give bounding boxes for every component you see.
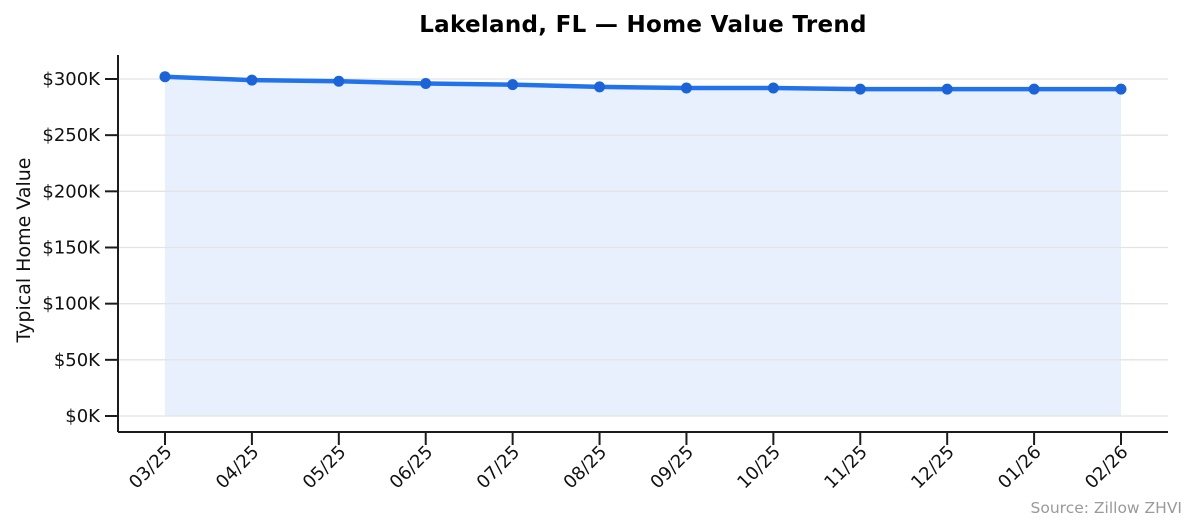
data-point [420, 77, 432, 89]
data-point [1115, 83, 1127, 95]
x-tick-label: 04/25 [212, 442, 264, 494]
data-point [507, 79, 519, 91]
x-tick-label: 09/25 [646, 442, 698, 494]
trend-line [162, 74, 1124, 92]
x-tick-label: 02/26 [1081, 442, 1133, 494]
y-tick-label: $300K [42, 69, 101, 90]
chart-title: Lakeland, FL — Home Value Trend [419, 12, 867, 38]
data-point [854, 83, 866, 95]
x-tick-label: 08/25 [560, 442, 612, 494]
x-tick-label: 01/26 [994, 442, 1046, 494]
x-tick-label: 07/25 [473, 442, 525, 494]
x-tick-label: 11/25 [820, 442, 872, 494]
x-tick-label: 05/25 [299, 442, 351, 494]
data-point [941, 83, 953, 95]
y-tick-label: $50K [54, 350, 101, 371]
area-fill [165, 76, 1121, 417]
data-point [1028, 83, 1040, 95]
y-tick-label: $200K [42, 181, 101, 202]
data-point [680, 82, 692, 94]
data-point [333, 75, 345, 87]
y-tick-label: $100K [42, 294, 101, 315]
y-tick-label: $250K [42, 125, 101, 146]
x-tick-label: 06/25 [386, 442, 438, 494]
y-tick-label: $150K [42, 238, 101, 259]
x-tick-label: 03/25 [125, 442, 177, 494]
data-point [767, 82, 779, 94]
y-tick-label: $0K [65, 406, 101, 427]
data-point [594, 81, 606, 93]
x-tick-label: 12/25 [907, 442, 959, 494]
data-point [159, 71, 171, 83]
source-note: Source: Zillow ZHVI [1030, 499, 1182, 517]
x-tick-label: 10/25 [733, 442, 785, 494]
data-point [246, 74, 258, 86]
